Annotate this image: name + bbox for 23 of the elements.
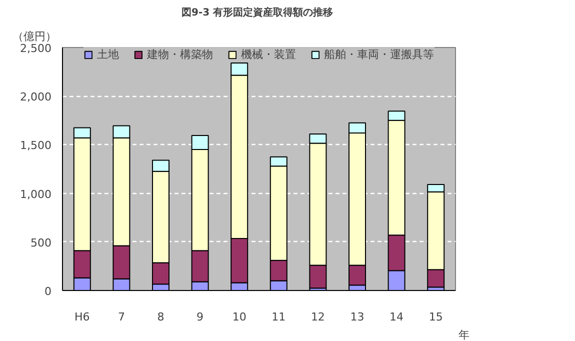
y-tick-label: 1,000 — [20, 188, 52, 201]
x-tick-label: 8 — [157, 310, 164, 324]
y-tick-label: 2,500 — [20, 42, 52, 55]
x-tick-label: 11 — [272, 310, 286, 324]
x-tick-label: 12 — [310, 310, 325, 324]
y-tick-label: 500 — [30, 236, 52, 250]
x-tick-label: 13 — [350, 310, 364, 324]
legend-label: 船舶・車両・運搬具等 — [324, 47, 434, 62]
x-tick-label: 7 — [118, 310, 125, 324]
x-tick-label: 15 — [428, 310, 443, 324]
x-tick-label: 9 — [196, 310, 204, 324]
legend-label: 土地 — [97, 47, 119, 62]
y-axis-title: （億円） — [12, 30, 56, 43]
x-tick-label: H6 — [74, 310, 90, 324]
legend-label: 建物・構築物 — [147, 47, 213, 62]
legend-label: 機械・装置 — [241, 47, 296, 62]
chart-title: 図9-3 有形固定資産取得額の推移 — [181, 6, 334, 18]
x-axis-title: 年 — [458, 328, 470, 341]
y-tick-label: 1,500 — [20, 139, 52, 152]
x-tick-label: 14 — [390, 310, 404, 324]
x-tick-label: 10 — [232, 310, 246, 324]
y-tick-label: 0 — [44, 285, 52, 298]
y-tick-label: 2,000 — [20, 90, 52, 104]
